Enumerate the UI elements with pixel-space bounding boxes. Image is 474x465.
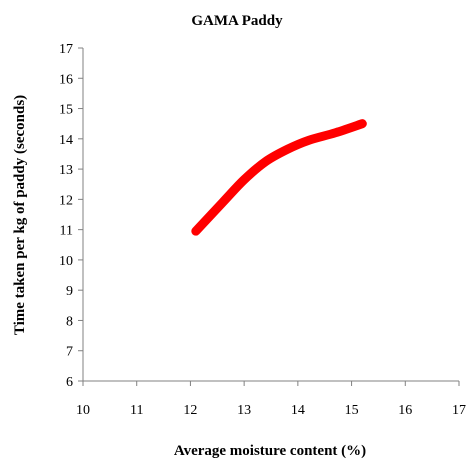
y-tick-label: 12 — [59, 193, 73, 208]
y-axis-title: Time taken per kg of paddy (seconds) — [12, 95, 28, 335]
y-tick-label: 9 — [66, 284, 73, 299]
x-tick-label: 16 — [398, 403, 412, 418]
x-tick-label: 11 — [130, 403, 143, 418]
y-axis: 6 7 8 9 10 11 12 13 14 15 16 17 — [59, 42, 84, 390]
x-tick-label: 13 — [237, 403, 251, 418]
y-tick-label: 7 — [66, 345, 73, 360]
series-line — [191, 119, 367, 236]
series-group — [191, 119, 367, 236]
y-tick-label: 13 — [59, 163, 73, 178]
y-tick-label: 14 — [59, 133, 73, 148]
y-tick-label: 8 — [66, 314, 73, 329]
x-tick-label: 17 — [452, 403, 466, 418]
y-tick-label: 11 — [60, 224, 73, 239]
x-tick-label: 15 — [345, 403, 359, 418]
y-tick-label: 15 — [59, 103, 73, 118]
chart-title: GAMA Paddy — [191, 13, 283, 29]
x-tick-label: 12 — [183, 403, 197, 418]
y-tick-label: 16 — [59, 72, 73, 87]
x-axis: 10 11 12 13 14 15 16 17 — [76, 380, 466, 418]
x-tick-label: 10 — [76, 403, 90, 418]
y-tick-label: 10 — [59, 254, 73, 269]
x-tick-label: 14 — [291, 403, 305, 418]
y-tick-label: 6 — [66, 375, 73, 390]
y-tick-label: 17 — [59, 42, 73, 57]
x-axis-title: Average moisture content (%) — [174, 443, 366, 459]
